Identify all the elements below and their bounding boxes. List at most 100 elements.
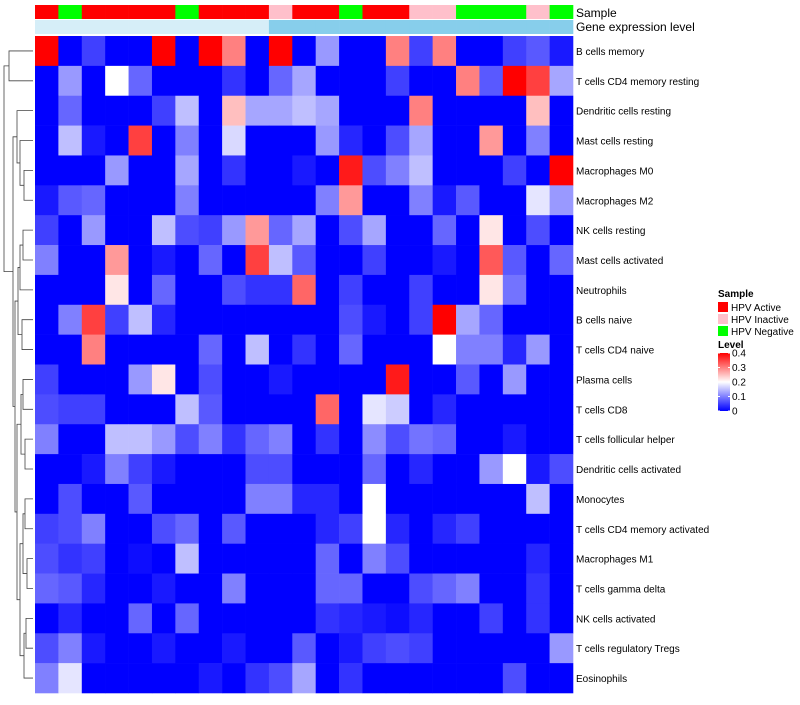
- heatmap-cell: [502, 364, 527, 395]
- heatmap-cell: [339, 304, 363, 335]
- heatmap-cell: [362, 125, 387, 156]
- heatmap-cell: [175, 513, 200, 544]
- heatmap-cell: [385, 36, 410, 67]
- heatmap-cell: [245, 185, 270, 216]
- heatmap-cell: [479, 603, 504, 634]
- heatmap-cell: [268, 245, 293, 276]
- heatmap-cell: [339, 663, 363, 694]
- heatmap-cell: [456, 155, 480, 186]
- heatmap-cell: [105, 633, 129, 664]
- heatmap-cell: [222, 274, 246, 306]
- heatmap-cell: [409, 543, 433, 574]
- heatmap-cell: [432, 573, 457, 604]
- heatmap-cell: [362, 663, 387, 694]
- heatmap-cell: [479, 215, 504, 246]
- sample-annotation-cell: [479, 5, 504, 19]
- heatmap-cell: [502, 633, 527, 664]
- heatmap-cell: [315, 633, 340, 664]
- heatmap-cell: [292, 65, 316, 97]
- heatmap-cell: [432, 274, 457, 306]
- heatmap-cell: [549, 603, 574, 634]
- level-tick-label: 0.2: [732, 378, 746, 389]
- dendrogram-branch: [22, 229, 33, 261]
- heatmap-cell: [549, 36, 574, 67]
- heatmap-cell: [268, 95, 293, 126]
- heatmap-cell: [198, 125, 223, 156]
- sample-annotation-cell: [456, 5, 480, 19]
- heatmap-cell: [549, 573, 574, 604]
- heatmap-cell: [198, 364, 223, 395]
- sample-annotation-cell: [339, 5, 363, 19]
- heatmap-cell: [479, 633, 504, 664]
- heatmap-cell: [151, 65, 176, 97]
- heatmap-cell: [128, 483, 153, 515]
- heatmap-cell: [292, 394, 316, 425]
- heatmap-cell: [105, 334, 129, 365]
- heatmap-cell: [502, 513, 527, 544]
- sample-annotation-cell: [151, 5, 176, 19]
- heatmap-cell: [128, 424, 153, 455]
- heatmap-cell: [409, 483, 433, 515]
- heatmap-cell: [151, 424, 176, 455]
- heatmap-cell: [362, 245, 387, 276]
- heatmap-cell: [502, 274, 527, 306]
- heatmap-cell: [339, 573, 363, 604]
- heatmap-cell: [362, 424, 387, 455]
- heatmap-cell: [268, 483, 293, 515]
- expression-annotation-cell: [315, 20, 340, 34]
- heatmap-cell: [479, 663, 504, 694]
- row-label: Eosinophils: [576, 674, 627, 685]
- sample-legend-label: HPV Active: [731, 303, 781, 314]
- heatmap-cell: [245, 215, 270, 246]
- heatmap-cell: [362, 603, 387, 634]
- heatmap-cell: [409, 274, 433, 306]
- heatmap-cell: [432, 603, 457, 634]
- heatmap-cell: [479, 125, 504, 156]
- heatmap-cell: [549, 65, 574, 97]
- heatmap-cell: [198, 543, 223, 574]
- heatmap-cell: [432, 513, 457, 544]
- heatmap-cell: [222, 573, 246, 604]
- heatmap-cell: [35, 663, 59, 694]
- heatmap-cell: [245, 513, 270, 544]
- heatmap-cell: [479, 245, 504, 276]
- row-label: T cells regulatory Tregs: [576, 644, 680, 655]
- row-label: B cells naive: [576, 316, 633, 327]
- heatmap-cell: [81, 245, 106, 276]
- heatmap-cell: [222, 424, 246, 455]
- heatmap-cell: [58, 274, 83, 306]
- heatmap-cell: [292, 454, 316, 485]
- heatmap-cell: [198, 65, 223, 97]
- heatmap-cell: [479, 364, 504, 395]
- heatmap-cell: [362, 274, 387, 306]
- sample-annotation-cell: [502, 5, 527, 19]
- heatmap-cell: [292, 155, 316, 186]
- sample-annotation-bar: [35, 5, 574, 19]
- heatmap-cell: [385, 483, 410, 515]
- row-label: T cells follicular helper: [576, 435, 675, 446]
- expression-annotation-cell: [339, 20, 363, 34]
- heatmap-cell: [432, 424, 457, 455]
- expression-annotation-label: Gene expression level: [576, 20, 695, 34]
- sample-annotation-cell: [432, 5, 457, 19]
- heatmap-cell: [128, 95, 153, 126]
- heatmap-cell: [175, 663, 200, 694]
- sample-legend-swatch: [718, 314, 728, 324]
- heatmap-cell: [175, 155, 200, 186]
- sample-annotation-cell: [198, 5, 223, 19]
- heatmap-cell: [409, 185, 433, 216]
- expression-annotation-cell: [362, 20, 387, 34]
- heatmap-cell: [315, 304, 340, 335]
- heatmap-cell: [105, 274, 129, 306]
- sample-annotation-cell: [58, 5, 83, 19]
- heatmap-cell: [175, 334, 200, 365]
- heatmap-cell: [128, 36, 153, 67]
- heatmap-cell: [222, 95, 246, 126]
- heatmap-cell: [128, 513, 153, 544]
- expression-annotation-cell: [105, 20, 129, 34]
- heatmap-cell: [526, 543, 550, 574]
- heatmap-cell: [526, 215, 550, 246]
- heatmap-cell: [105, 304, 129, 335]
- heatmap-cell: [432, 454, 457, 485]
- heatmap-cell: [409, 573, 433, 604]
